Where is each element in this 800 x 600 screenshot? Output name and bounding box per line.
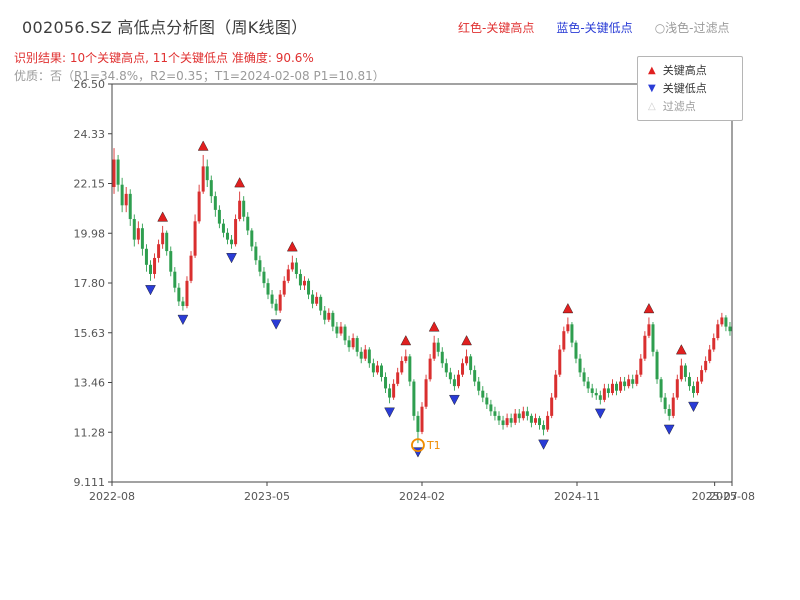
legend-item-key-low: ▼ 关键低点 — [648, 83, 732, 94]
svg-text:2025-08: 2025-08 — [709, 490, 755, 503]
svg-text:13.46: 13.46 — [74, 377, 106, 390]
svg-text:22.15: 22.15 — [74, 178, 106, 191]
chart-legend: ▲ 关键高点 ▼ 关键低点 △ 过滤点 — [637, 56, 743, 121]
svg-text:2022-08: 2022-08 — [89, 490, 135, 503]
svg-text:T1: T1 — [426, 439, 441, 452]
legend-item-label: 过滤点 — [662, 100, 696, 113]
header-legend-key-high: 红色-关键高点 — [458, 21, 535, 35]
legend-item-label: 关键高点 — [662, 64, 707, 77]
header-legend: 红色-关键高点 蓝色-关键低点 ○浅色-过滤点 — [458, 19, 730, 36]
svg-text:26.50: 26.50 — [74, 78, 106, 91]
page-title: 002056.SZ 高低点分析图（周K线图） — [22, 18, 308, 37]
up-triangle-icon: ▲ — [648, 64, 656, 76]
svg-text:2025-07: 2025-07 — [692, 490, 738, 503]
header-legend-filtered: ○浅色-过滤点 — [654, 21, 730, 35]
legend-item-filtered: △ 过滤点 — [648, 101, 732, 112]
svg-text:15.63: 15.63 — [74, 327, 106, 340]
header-legend-key-low: 蓝色-关键低点 — [556, 21, 633, 35]
svg-text:2023-05: 2023-05 — [244, 490, 290, 503]
recognition-result-text: 识别结果: 10个关键高点, 11个关键低点 准确度: 90.6% — [14, 51, 314, 65]
up-triangle-outline-icon: △ — [648, 100, 656, 112]
svg-text:2024-02: 2024-02 — [399, 490, 445, 503]
legend-item-key-high: ▲ 关键高点 — [648, 65, 732, 76]
svg-text:2024-11: 2024-11 — [554, 490, 600, 503]
quality-text: 优质：否（R1=34.8%，R2=0.35；T1=2024-02-08 P1=1… — [14, 69, 385, 83]
down-triangle-icon: ▼ — [648, 82, 656, 94]
svg-text:19.98: 19.98 — [74, 227, 106, 240]
legend-item-label: 关键低点 — [662, 82, 707, 95]
svg-text:17.80: 17.80 — [74, 277, 106, 290]
svg-text:24.33: 24.33 — [74, 128, 106, 141]
svg-text:11.28: 11.28 — [74, 426, 106, 439]
svg-text:9.111: 9.111 — [74, 476, 106, 489]
